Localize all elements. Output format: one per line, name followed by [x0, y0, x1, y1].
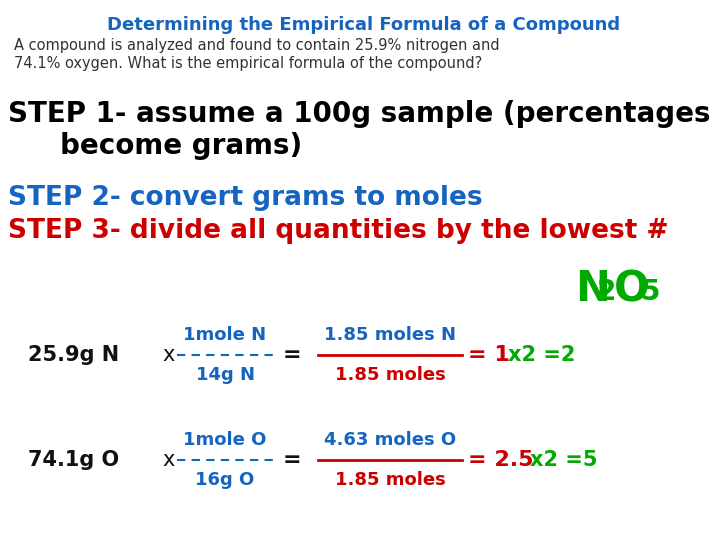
Text: A compound is analyzed and found to contain 25.9% nitrogen and: A compound is analyzed and found to cont… [14, 38, 499, 53]
Text: 1.85 moles N: 1.85 moles N [324, 326, 456, 344]
Text: 1.85 moles: 1.85 moles [335, 366, 446, 384]
Text: x: x [162, 450, 175, 470]
Text: O: O [614, 268, 649, 310]
Text: x: x [162, 345, 175, 365]
Text: = 2.5: = 2.5 [468, 450, 534, 470]
Text: = 1: = 1 [468, 345, 510, 365]
Text: 1.85 moles: 1.85 moles [335, 471, 446, 489]
Text: 1mole O: 1mole O [183, 431, 266, 449]
Text: =: = [283, 450, 301, 470]
Text: become grams): become grams) [60, 132, 302, 160]
Text: STEP 1- assume a 100g sample (percentages: STEP 1- assume a 100g sample (percentage… [8, 100, 711, 128]
Text: STEP 3- divide all quantities by the lowest #: STEP 3- divide all quantities by the low… [8, 218, 668, 244]
Text: Determining the Empirical Formula of a Compound: Determining the Empirical Formula of a C… [108, 16, 620, 34]
Text: x2 =5: x2 =5 [530, 450, 598, 470]
Text: 25.9g N: 25.9g N [28, 345, 119, 365]
Text: 5: 5 [641, 278, 660, 306]
Text: x2 =2: x2 =2 [508, 345, 575, 365]
Text: =: = [283, 345, 301, 365]
Text: 2: 2 [597, 278, 617, 306]
Text: N: N [575, 268, 610, 310]
Text: 74.1% oxygen. What is the empirical formula of the compound?: 74.1% oxygen. What is the empirical form… [14, 56, 482, 71]
Text: 14g N: 14g N [196, 366, 255, 384]
Text: 16g O: 16g O [195, 471, 255, 489]
Text: 4.63 moles O: 4.63 moles O [324, 431, 456, 449]
Text: 1mole N: 1mole N [183, 326, 266, 344]
Text: 74.1g O: 74.1g O [28, 450, 119, 470]
Text: STEP 2- convert grams to moles: STEP 2- convert grams to moles [8, 185, 483, 211]
